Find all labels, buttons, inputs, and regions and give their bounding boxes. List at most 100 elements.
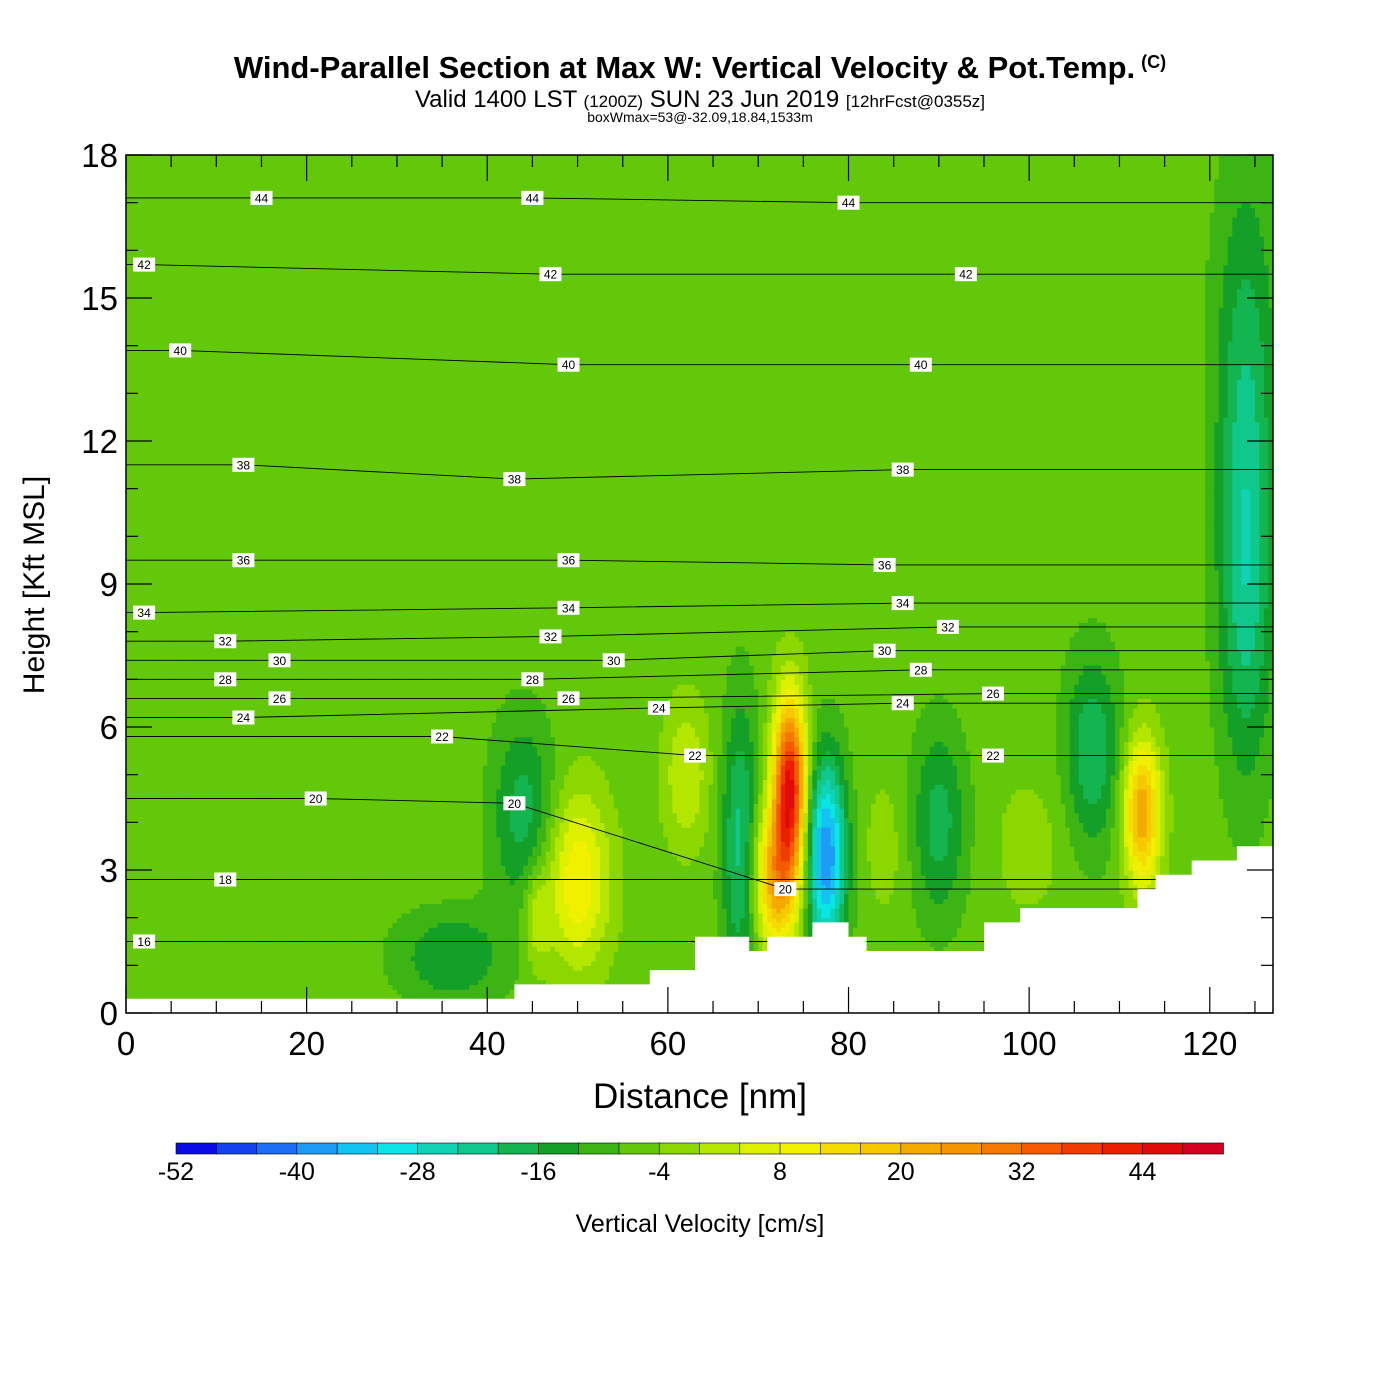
w-cell [140,679,145,684]
w-cell [185,331,190,336]
w-cell [135,169,140,174]
w-cell [185,536,190,541]
w-cell [185,260,190,265]
w-cell [162,322,167,327]
w-cell [149,489,154,494]
w-cell [153,708,158,713]
w-cell [131,365,136,370]
w-cell [176,527,181,532]
w-cell [149,627,154,632]
w-cell [176,560,181,565]
w-cell [171,227,176,232]
w-cell [171,579,176,584]
w-cell [176,946,181,951]
w-cell [176,708,181,713]
w-cell [167,184,172,189]
w-cell [171,946,176,951]
w-cell [171,856,176,861]
w-cell [144,856,149,861]
w-cell [126,789,131,794]
w-cell [167,331,172,336]
w-cell [140,431,145,436]
w-cell [158,274,163,279]
w-cell [176,765,181,770]
w-cell [126,303,131,308]
w-cell [144,737,149,742]
w-cell [135,489,140,494]
w-cell [162,751,167,756]
w-cell [149,899,154,904]
w-cell [149,570,154,575]
w-cell [162,808,167,813]
w-cell [153,327,158,332]
w-cell [158,698,163,703]
w-cell [153,489,158,494]
w-cell [131,370,136,375]
w-cell [167,303,172,308]
w-cell [162,155,167,160]
w-cell [176,660,181,665]
w-cell [149,155,154,160]
w-cell [189,708,194,713]
w-cell [176,670,181,675]
w-cell [126,374,131,379]
w-cell [140,832,145,837]
w-cell [153,975,158,980]
w-cell [162,436,167,441]
w-cell [144,779,149,784]
w-cell [131,870,136,875]
w-cell [153,803,158,808]
w-cell [158,489,163,494]
w-cell [158,508,163,513]
w-cell [135,398,140,403]
w-cell [135,965,140,970]
w-cell [149,860,154,865]
w-cell [126,179,131,184]
w-cell [149,165,154,170]
w-cell [126,822,131,827]
w-cell [185,365,190,370]
w-cell [171,241,176,246]
w-cell [185,832,190,837]
w-cell [144,827,149,832]
w-cell [185,760,190,765]
w-cell [185,565,190,570]
w-cell [171,551,176,556]
w-cell [149,331,154,336]
w-cell [176,746,181,751]
w-cell [167,927,172,932]
w-cell [162,851,167,856]
w-cell [185,412,190,417]
w-cell [162,746,167,751]
w-cell [140,517,145,522]
w-cell [162,503,167,508]
w-cell [189,841,194,846]
w-cell [189,727,194,732]
w-cell [176,970,181,975]
w-cell [153,970,158,975]
w-cell [162,918,167,923]
w-cell [180,217,185,222]
w-cell [176,365,181,370]
w-cell [149,670,154,675]
w-cell [167,441,172,446]
w-cell [180,894,185,899]
w-cell [171,746,176,751]
w-cell [176,832,181,837]
w-cell [149,994,154,999]
w-cell [153,474,158,479]
w-cell [167,212,172,217]
w-cell [153,560,158,565]
w-cell [153,389,158,394]
w-cell [176,598,181,603]
w-cell [135,970,140,975]
w-cell [176,927,181,932]
w-cell [131,860,136,865]
w-cell [158,946,163,951]
w-cell [144,174,149,179]
w-cell [140,884,145,889]
w-cell [162,584,167,589]
w-cell [149,231,154,236]
w-cell [135,241,140,246]
w-cell [144,317,149,322]
